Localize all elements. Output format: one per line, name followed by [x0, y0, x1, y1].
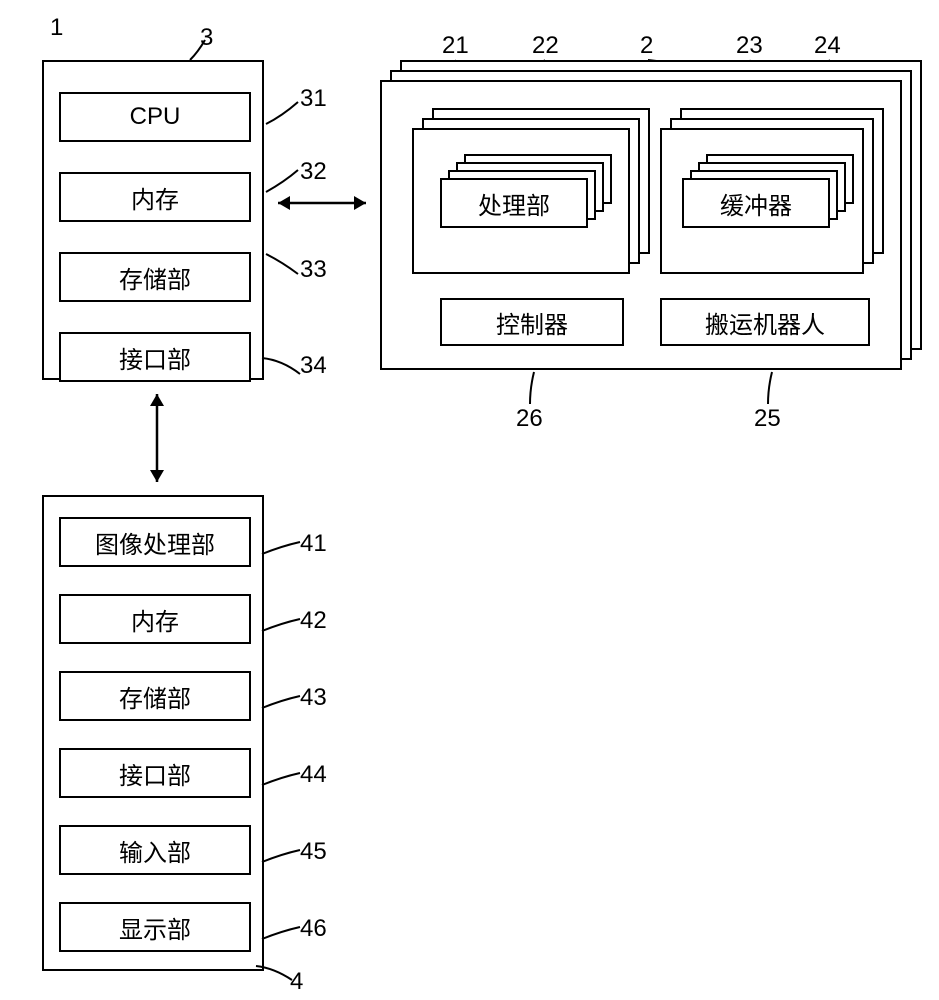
leader-43	[260, 694, 304, 714]
double-arrow-vertical	[140, 380, 174, 496]
box22-front: 处理部	[412, 128, 630, 274]
ref-label-46: 46	[300, 915, 327, 943]
ref-label-45: 45	[300, 838, 327, 866]
box3-cpu: CPU	[59, 92, 251, 142]
leader-44	[260, 771, 304, 791]
box4-input: 输入部	[59, 825, 251, 875]
ref-label-41: 41	[300, 530, 327, 558]
box23-s1: 缓冲器	[682, 178, 830, 228]
ref-label-43: 43	[300, 684, 327, 712]
box4-mem: 内存	[59, 594, 251, 644]
box24-front: 缓冲器	[660, 128, 864, 274]
leader-26	[520, 370, 560, 410]
box2-robot: 搬运机器人	[660, 298, 870, 346]
box21-s1: 处理部	[440, 178, 588, 228]
box4-iface: 接口部	[59, 748, 251, 798]
leader-46	[260, 925, 304, 945]
leader-34	[260, 356, 304, 382]
leader-33	[264, 252, 304, 280]
ref-label-34: 34	[300, 352, 327, 380]
ref-label-1: 1	[50, 14, 63, 42]
box3-iface: 接口部	[59, 332, 251, 382]
box4-storage: 存储部	[59, 671, 251, 721]
leader-42	[260, 617, 304, 637]
leader-31	[264, 100, 304, 128]
leader-4	[252, 962, 300, 990]
box3-mem: 内存	[59, 172, 251, 222]
ref-label-42: 42	[300, 607, 327, 635]
leader-25	[758, 370, 798, 410]
ref-label-33: 33	[300, 256, 327, 284]
box3-storage: 存储部	[59, 252, 251, 302]
box-3: CPU 内存 存储部 接口部	[42, 60, 264, 380]
box2-ctrl: 控制器	[440, 298, 624, 346]
box-4: 图像处理部 内存 存储部 接口部 输入部 显示部	[42, 495, 264, 971]
box4-imgproc: 图像处理部	[59, 517, 251, 567]
leader-41	[260, 540, 304, 560]
ref-label-31: 31	[300, 85, 327, 113]
leader-45	[260, 848, 304, 868]
double-arrow-horizontal	[264, 186, 380, 220]
ref-label-44: 44	[300, 761, 327, 789]
box4-display: 显示部	[59, 902, 251, 952]
box2-card-front: 处理部 缓冲器 控制器 搬运机器人	[380, 80, 902, 370]
ref-label-32: 32	[300, 158, 327, 186]
